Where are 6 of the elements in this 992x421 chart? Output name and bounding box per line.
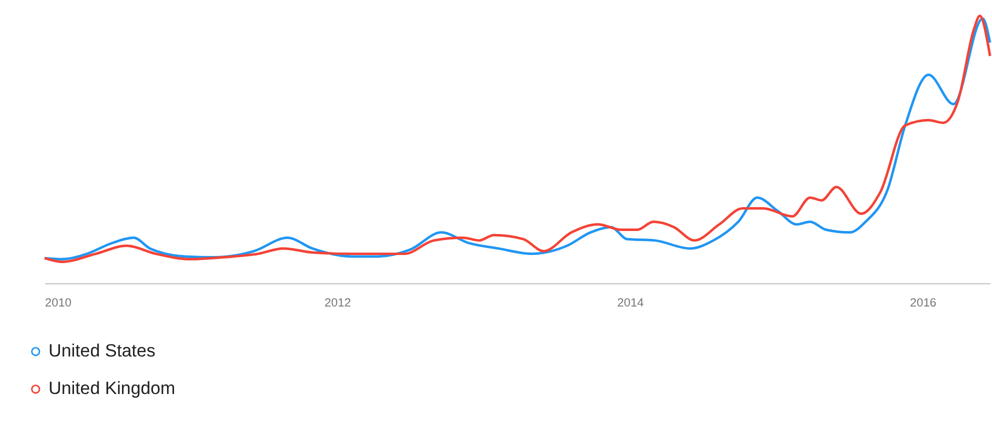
x-tick-label: 2012 [324,295,351,310]
legend-label: United Kingdom [48,378,176,398]
legend-label: United States [48,340,156,360]
x-tick-label: 2010 [45,295,72,310]
x-tick-label: 2014 [617,295,644,310]
x-tick-label: 2016 [910,295,937,310]
